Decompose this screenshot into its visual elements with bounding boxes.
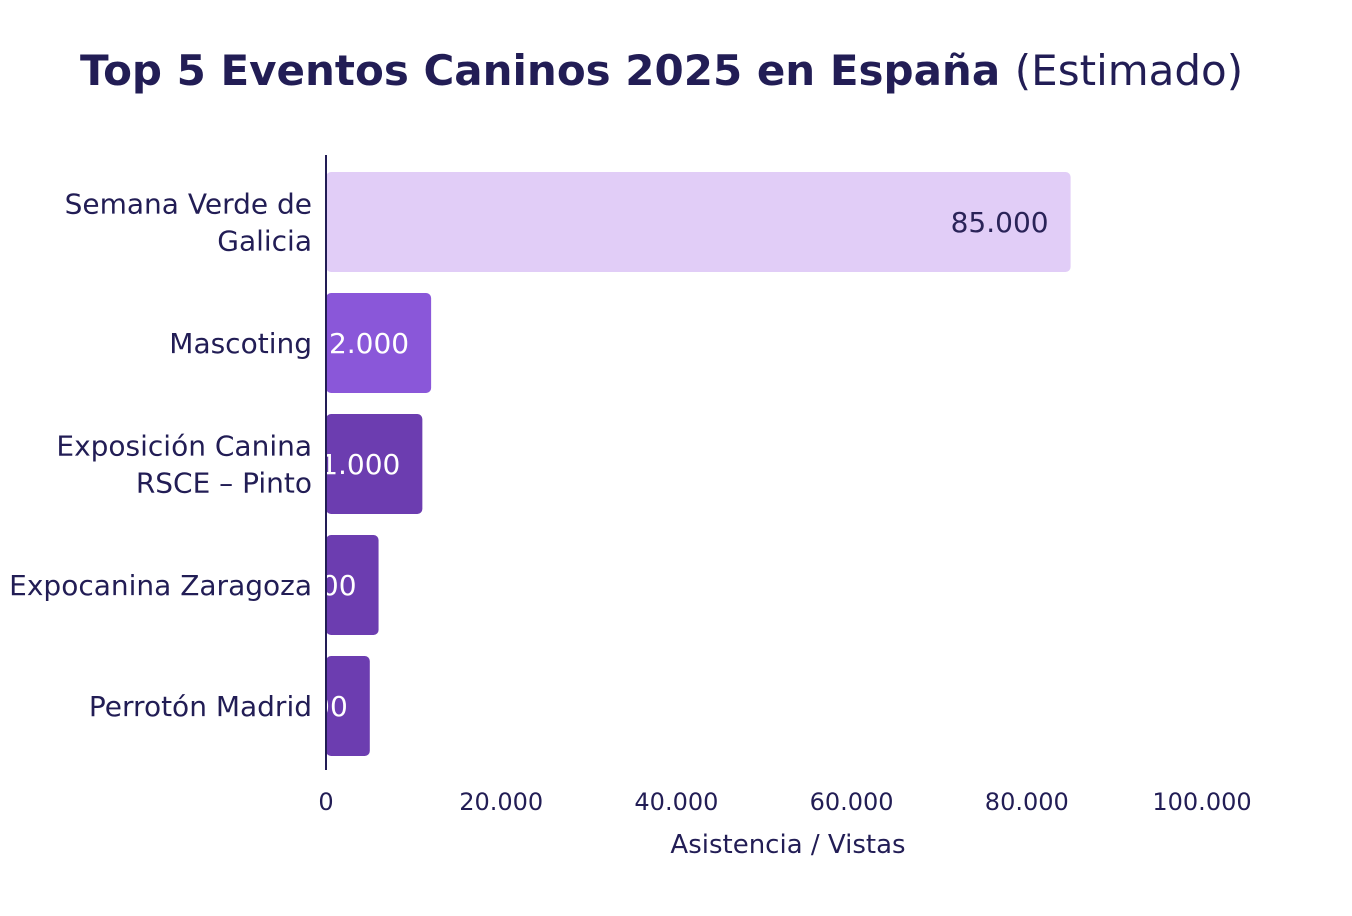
category-label-line: Semana Verde de xyxy=(65,188,312,221)
x-axis-ticks: 0 20.000 40.000 60.000 80.000 100.000 xyxy=(318,788,1251,816)
x-axis-title: Asistencia / Vistas xyxy=(670,830,905,860)
x-tick-label: 80.000 xyxy=(985,788,1069,816)
category-label: Mascoting xyxy=(169,327,312,360)
category-label-line: Mascoting xyxy=(169,327,312,360)
bar xyxy=(326,293,432,393)
category-label-line: RSCE – Pinto xyxy=(136,467,312,500)
bar-value-label: 6.000 xyxy=(276,569,356,602)
category-label: Perrotón Madrid xyxy=(89,690,312,723)
chart-title-main: Top 5 Eventos Caninos 2025 en España xyxy=(80,46,1001,95)
x-tick-label: 100.000 xyxy=(1152,788,1251,816)
category-label: Semana Verde de Galicia xyxy=(65,188,312,258)
category-label: Expocanina Zaragoza xyxy=(9,569,312,602)
category-label-line: Expocanina Zaragoza xyxy=(9,569,312,602)
category-label-line: Perrotón Madrid xyxy=(89,690,312,723)
category-label-line: Exposición Canina xyxy=(56,430,312,463)
bar-value-label: 12.000 xyxy=(311,327,409,360)
category-label-line: Galicia xyxy=(217,225,312,258)
x-tick-label: 0 xyxy=(318,788,333,816)
x-tick-label: 60.000 xyxy=(810,788,894,816)
bar xyxy=(326,414,423,514)
bar-value-label: 85.000 xyxy=(951,206,1049,239)
category-label: Exposición Canina RSCE – Pinto xyxy=(56,430,312,500)
chart-title-suffix: (Estimado) xyxy=(1014,46,1244,95)
bar xyxy=(326,656,370,756)
x-tick-label: 20.000 xyxy=(459,788,543,816)
x-tick-label: 40.000 xyxy=(634,788,718,816)
bar-value-label: 5.000 xyxy=(268,690,348,723)
bar xyxy=(326,172,1071,272)
category-labels: Semana Verde de Galicia Mascoting Exposició… xyxy=(9,188,312,724)
bars-layer: 85.000 12.000 11.000 6.000 5.000 xyxy=(268,172,1071,756)
chart-title: Top 5 Eventos Caninos 2025 en España (Es… xyxy=(80,46,1243,95)
bar-value-label: 11.000 xyxy=(302,448,400,481)
bar xyxy=(326,535,379,635)
